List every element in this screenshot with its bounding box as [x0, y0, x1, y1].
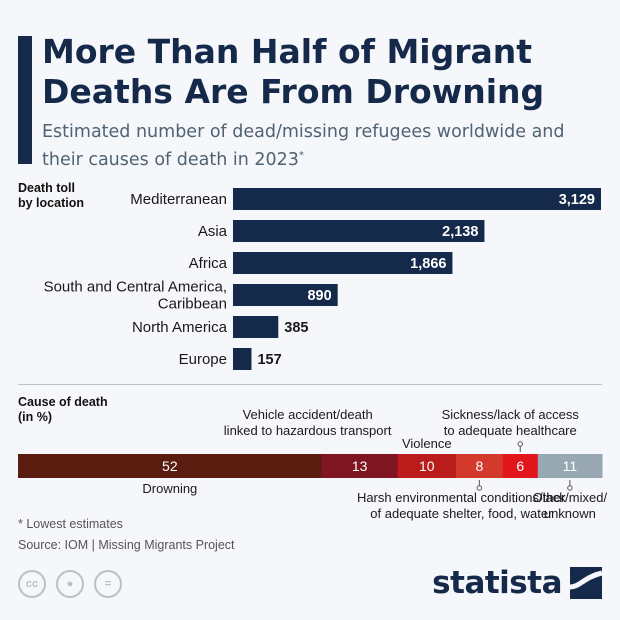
cause-category-label: linked to hazardous transport [224, 423, 392, 438]
cause-category-label: Other/mixed/ [533, 490, 608, 505]
location-value-label: 890 [307, 288, 331, 304]
location-label: Caribbean [158, 296, 227, 313]
statista-mark-icon [570, 567, 602, 599]
location-value-label: 385 [284, 320, 308, 336]
source-note: Source: IOM | Missing Migrants Project [18, 538, 235, 552]
brand-text: statista [432, 565, 562, 601]
location-value-label: 157 [257, 352, 281, 368]
cause-segment [537, 454, 603, 478]
cause-value-label: 10 [419, 458, 435, 474]
cause-segment [456, 454, 504, 478]
cause-category-label: Vehicle accident/death [243, 407, 373, 422]
cause-segment [18, 454, 323, 478]
location-bar [233, 316, 279, 338]
cause-category-label: to adequate healthcare [444, 423, 577, 438]
title-accent-bar [18, 36, 32, 164]
location-bar [233, 220, 485, 242]
location-label: South and Central America, [44, 279, 227, 296]
location-value-label: 3,129 [559, 192, 595, 208]
statista-logo[interactable]: statista [432, 565, 602, 601]
location-bar [233, 188, 601, 210]
death-toll-section-label: Death toll by location [18, 181, 84, 210]
location-label: Asia [198, 223, 228, 240]
location-label: Europe [179, 351, 227, 368]
cause-category-label: Harsh environmental conditions/lack [357, 490, 566, 505]
location-bar [233, 348, 252, 370]
cc-icon[interactable]: cc [18, 570, 46, 598]
footnote: * Lowest estimates [18, 517, 123, 531]
cause-section-label: Cause of death (in %) [18, 395, 108, 424]
license-icons: cc ● = [18, 570, 122, 598]
leader-dot [567, 485, 573, 491]
location-bar-chart: Mediterranean 3,129 Asia 2,138 Africa 1,866 So… [44, 188, 601, 370]
section-divider [18, 384, 602, 385]
cause-value-label: 11 [563, 458, 578, 474]
chart-title: More Than Half of Migrant Deaths Are Fro… [42, 32, 545, 111]
cause-stacked-bar-chart: 52 13 10 8 6 11 Drowning Vehicle accident/death… [18, 407, 607, 521]
cause-segment [321, 454, 399, 478]
location-bar [233, 284, 338, 306]
subtitle-footnote-mark: * [298, 150, 304, 161]
location-label: Africa [189, 255, 228, 272]
location-value-label: 2,138 [442, 224, 478, 240]
cause-value-label: 52 [162, 458, 178, 474]
leader-dot [476, 485, 483, 491]
chart-subtitle: Estimated number of dead/missing refugee… [42, 120, 602, 172]
by-person-icon[interactable]: ● [56, 570, 84, 598]
cause-category-label: Drowning [142, 481, 197, 496]
location-value-label: 1,866 [410, 256, 446, 272]
location-label: Mediterranean [130, 191, 227, 208]
cause-category-label: Sickness/lack of access [442, 407, 580, 422]
cause-category-label: Violence [402, 436, 452, 451]
cause-category-label: unknown [544, 506, 596, 521]
cause-segment [502, 454, 539, 478]
cause-value-label: 8 [475, 458, 483, 474]
cause-value-label: 6 [516, 458, 524, 474]
subtitle-text: Estimated number of dead/missing refugee… [42, 122, 565, 170]
cause-value-label: 13 [352, 458, 368, 474]
nd-equals-icon[interactable]: = [94, 570, 122, 598]
leader-dot [517, 441, 523, 447]
cause-segment [397, 454, 457, 478]
location-bar [233, 252, 453, 274]
location-label: North America [132, 319, 228, 336]
cause-category-label: of adequate shelter, food, water [370, 506, 553, 521]
